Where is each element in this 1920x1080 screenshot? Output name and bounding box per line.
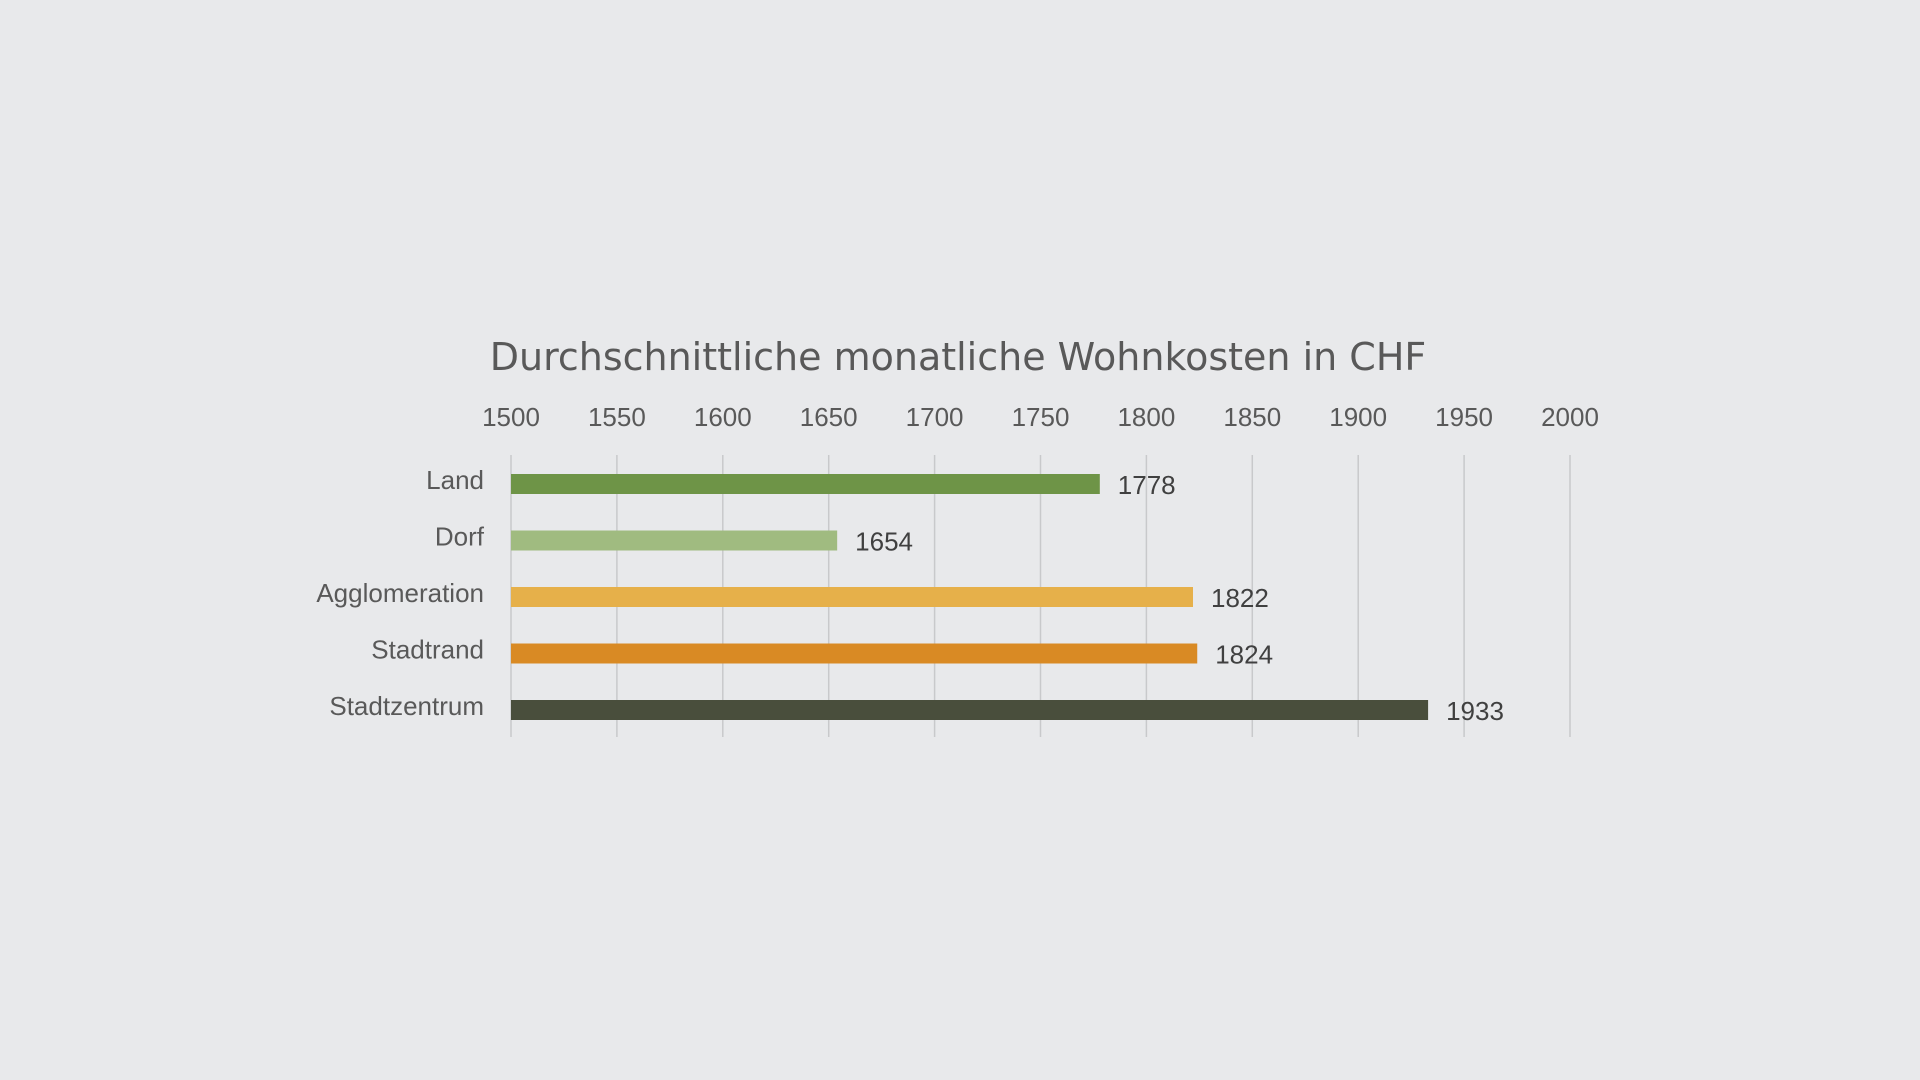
category-label-stadtrand: Stadtrand: [371, 635, 484, 665]
category-label-dorf: Dorf: [435, 522, 485, 552]
x-tick-label-1950: 1950: [1435, 402, 1493, 432]
x-tick-label-1700: 1700: [906, 402, 964, 432]
data-label-stadtrand: 1824: [1215, 640, 1273, 670]
data-label-agglomeration: 1822: [1211, 583, 1269, 613]
chart-title: Durchschnittliche monatliche Wohnkosten …: [490, 335, 1427, 379]
category-labels: Land Dorf Agglomeration Stadtrand Stadtzentr…: [316, 465, 484, 721]
bars: [511, 474, 1429, 720]
category-label-agglomeration: Agglomeration: [316, 578, 484, 608]
x-tick-label-2000: 2000: [1541, 402, 1599, 432]
x-tick-label-1750: 1750: [1012, 402, 1070, 432]
category-label-land: Land: [426, 465, 484, 495]
x-tick-label-1650: 1650: [800, 402, 858, 432]
x-tick-label-1500: 1500: [482, 402, 540, 432]
data-label-stadtzentrum: 1933: [1446, 696, 1504, 726]
bar-stadtrand: [511, 643, 1198, 664]
x-tick-label-1550: 1550: [588, 402, 646, 432]
x-tick-label-1600: 1600: [694, 402, 752, 432]
x-axis-ticks: 1500 1550 1600 1650 1700 1750 1800 1850 1900 1950…: [482, 402, 1599, 432]
bar-stadtzentrum: [511, 700, 1429, 720]
bar-land: [511, 474, 1100, 494]
bar-dorf: [511, 530, 838, 551]
data-labels: 1778 1654 1822 1824 1933: [855, 470, 1504, 726]
category-label-stadtzentrum: Stadtzentrum: [329, 691, 484, 721]
bar-agglomeration: [511, 587, 1193, 607]
x-tick-label-1900: 1900: [1329, 402, 1387, 432]
x-tick-label-1850: 1850: [1223, 402, 1281, 432]
data-label-dorf: 1654: [855, 527, 913, 557]
data-label-land: 1778: [1118, 470, 1176, 500]
x-tick-label-1800: 1800: [1117, 402, 1175, 432]
